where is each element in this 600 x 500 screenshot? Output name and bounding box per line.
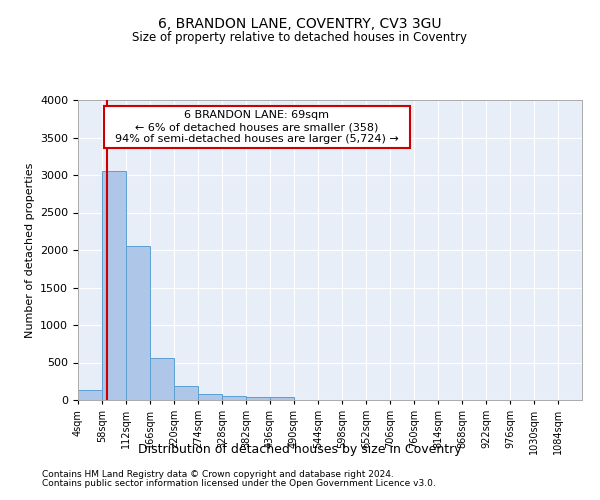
Text: Contains HM Land Registry data © Crown copyright and database right 2024.: Contains HM Land Registry data © Crown c… <box>42 470 394 479</box>
Text: Distribution of detached houses by size in Coventry: Distribution of detached houses by size … <box>138 442 462 456</box>
Bar <box>222 396 246 400</box>
Bar <box>126 246 150 400</box>
Bar <box>150 358 174 400</box>
Y-axis label: Number of detached properties: Number of detached properties <box>25 162 35 338</box>
Text: 6 BRANDON LANE: 69sqm  
  ← 6% of detached houses are smaller (358)  
  94% of s: 6 BRANDON LANE: 69sqm ← 6% of detached h… <box>108 110 406 144</box>
Bar <box>198 394 222 400</box>
Bar <box>246 397 270 400</box>
Bar <box>270 397 294 400</box>
Bar <box>102 170 126 400</box>
Bar <box>78 390 102 400</box>
Text: 6, BRANDON LANE, COVENTRY, CV3 3GU: 6, BRANDON LANE, COVENTRY, CV3 3GU <box>158 18 442 32</box>
Text: Contains public sector information licensed under the Open Government Licence v3: Contains public sector information licen… <box>42 479 436 488</box>
Bar <box>174 386 198 400</box>
Text: Size of property relative to detached houses in Coventry: Size of property relative to detached ho… <box>133 31 467 44</box>
